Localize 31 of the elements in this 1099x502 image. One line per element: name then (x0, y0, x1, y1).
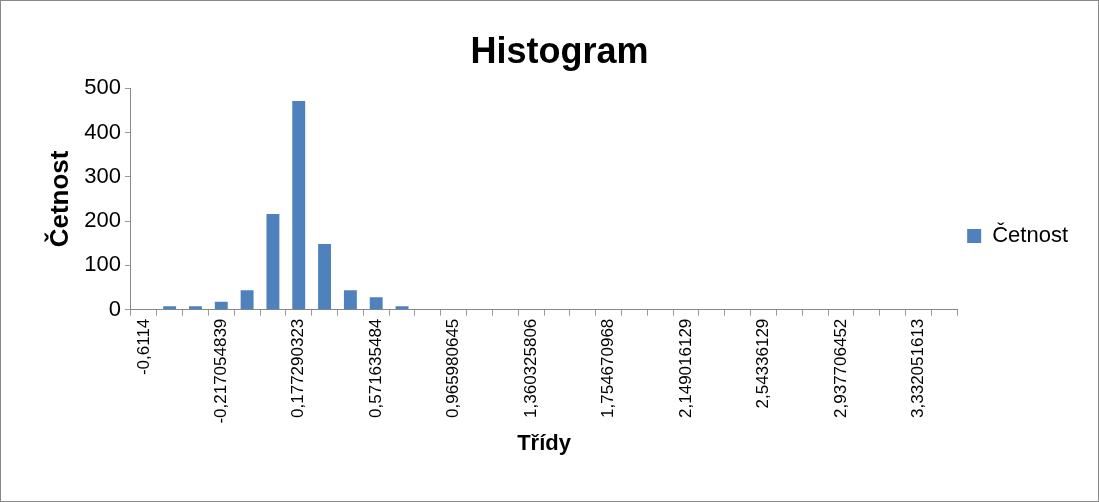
y-tick-label: 400 (84, 118, 121, 144)
x-tick-label: -0,217054839 (210, 318, 230, 424)
y-axis-title: Četnost (43, 150, 74, 248)
x-tick-label: 1,360325806 (520, 318, 540, 418)
bar (395, 306, 409, 310)
y-tick-label: 500 (84, 74, 121, 100)
x-tick-label: 2,149016129 (675, 318, 695, 418)
x-tick-label: 2,937706452 (830, 318, 850, 418)
bar (266, 214, 280, 310)
y-tick-label: 100 (84, 251, 121, 277)
y-tick-label: 200 (84, 207, 121, 233)
bar (240, 290, 254, 310)
legend-label: Četnost (992, 222, 1069, 248)
bar (292, 101, 306, 310)
bar (163, 306, 177, 310)
bar (369, 297, 383, 310)
x-tick-label: 0,177290323 (288, 318, 308, 418)
x-axis-title: Třídy (517, 429, 572, 455)
chart-title: Histogram (470, 29, 649, 71)
bar (318, 244, 332, 310)
x-tick-label: 0,571635484 (365, 318, 385, 418)
x-tick-label: 3,332051613 (908, 318, 928, 418)
bar (189, 306, 202, 310)
x-tick-label: 1,754670968 (598, 318, 618, 418)
y-tick-label: 300 (84, 162, 121, 188)
bar (343, 290, 357, 310)
y-tick-label: 0 (108, 295, 121, 321)
bar (214, 301, 228, 310)
x-tick-label: -0,6114 (133, 318, 153, 376)
x-tick-label: 2,54336129 (753, 318, 773, 409)
x-tick-label: 0,965980645 (443, 318, 463, 418)
